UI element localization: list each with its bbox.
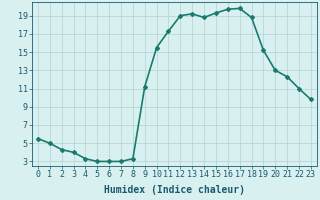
X-axis label: Humidex (Indice chaleur): Humidex (Indice chaleur) xyxy=(104,185,245,195)
